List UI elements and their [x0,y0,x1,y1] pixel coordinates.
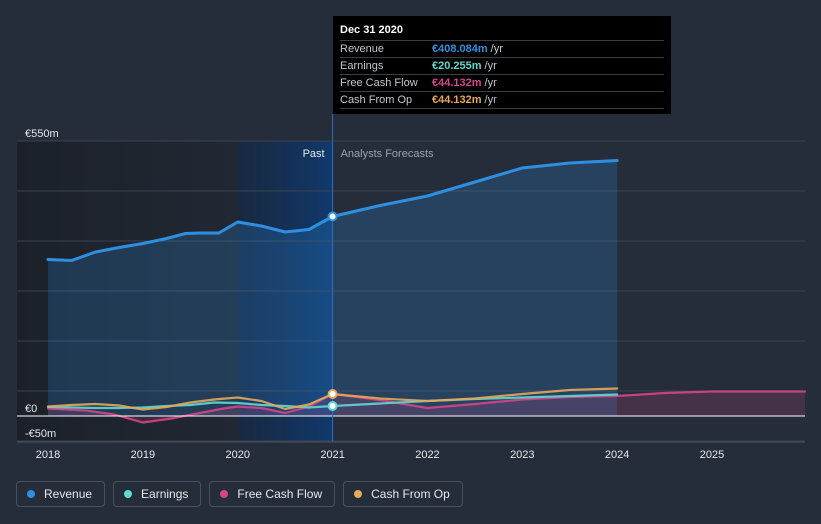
y-tick-label: -€50m [25,428,56,440]
legend-item-free-cash-flow[interactable]: Free Cash Flow [209,481,336,507]
legend-label: Cash From Op [371,487,450,501]
series-line-cash-from-op [46,387,619,411]
marker-earnings [327,401,338,411]
legend-item-earnings[interactable]: Earnings [113,481,202,507]
tooltip-label: Cash From Op [340,94,413,106]
past-label: Past [303,148,325,160]
x-tick-label: 2023 [510,449,534,461]
x-tick-label: 2024 [605,449,629,461]
legend-dot-icon [354,490,363,498]
tooltip-row-earnings: Earnings €20.255m /yr [340,57,664,74]
legend-dot-icon [27,490,35,498]
series-area-free-cash-flow [48,391,805,423]
tooltip-row-free-cash-flow: Free Cash Flow €44.132m /yr [340,74,664,91]
legend-label: Free Cash Flow [237,487,323,501]
tooltip-label: Earnings [340,60,384,72]
axes: €550m €0 -€50m 2018 2019 2020 2021 2022 2023 2024… [17,114,805,461]
tooltip-unit: /yr [484,94,497,106]
legend-item-cash-from-op[interactable]: Cash From Op [343,481,463,507]
legend: Revenue Earnings Free Cash Flow Cash Fro… [16,481,463,507]
tooltip-label: Free Cash Flow [340,77,418,89]
tooltip-unit: /yr [490,43,503,55]
tooltip-unit: /yr [484,60,497,72]
series-line-revenue [46,159,619,262]
tooltip-value: €44.132m [432,94,482,106]
tooltip-row-cash-from-op: Cash From Op €44.132m /yr [340,91,664,109]
x-tick-label: 2022 [415,449,439,461]
gridlines [17,140,805,442]
tooltip-row-revenue: Revenue €408.084m /yr [340,40,664,57]
forecast-label: Analysts Forecasts [341,148,434,160]
tooltip-value: €408.084m [432,43,488,55]
tooltip-value: €44.132m [432,77,482,89]
tooltip-label: Revenue [340,43,385,55]
tooltip-unit: /yr [484,77,497,89]
x-tick-label: 2025 [700,449,724,461]
legend-dot-icon [220,490,229,498]
y-tick-label: €0 [25,403,37,415]
y-tick-label: €550m [25,128,59,140]
tooltip: Dec 31 2020 Revenue €408.084m /yr Earnin… [333,16,671,114]
x-tick-label: 2019 [131,449,155,461]
tooltip-value: €20.255m [432,60,482,72]
marker-revenue [327,211,338,222]
x-tick-label: 2020 [225,449,249,461]
legend-item-revenue[interactable]: Revenue [16,481,106,507]
x-tick-label: 2021 [320,449,344,461]
x-tick-label: 2018 [36,449,60,461]
legend-dot-icon [124,490,133,498]
legend-label: Earnings [141,487,189,501]
tooltip-markers [327,211,338,411]
tooltip-date: Dec 31 2020 [340,24,403,36]
marker-cash-from-op [327,389,338,399]
legend-label: Revenue [44,487,93,501]
